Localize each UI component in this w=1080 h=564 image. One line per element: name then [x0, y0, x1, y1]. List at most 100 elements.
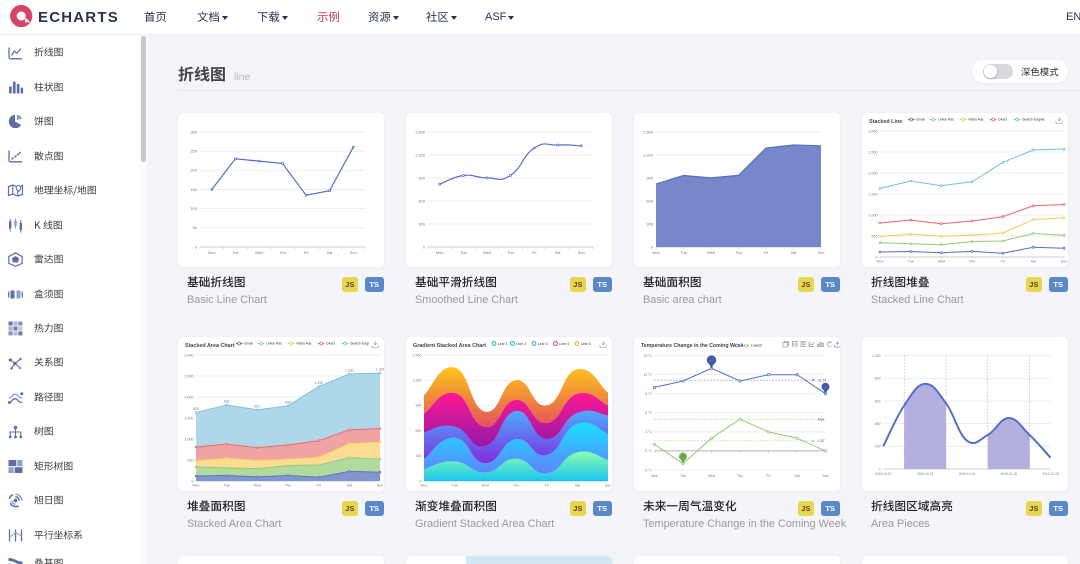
svg-text:1,500: 1,500: [415, 129, 426, 134]
svg-text:Fri: Fri: [304, 250, 309, 255]
svg-text:300: 300: [646, 221, 653, 226]
svg-text:Tue: Tue: [680, 250, 687, 255]
svg-text:Sat: Sat: [347, 484, 352, 488]
svg-text:Tue: Tue: [680, 474, 686, 478]
svg-text:3,000: 3,000: [869, 129, 878, 133]
svg-text:1,000: 1,000: [872, 354, 881, 358]
svg-text:300: 300: [416, 454, 422, 458]
svg-text:Stacked Line: Stacked Line: [869, 119, 902, 125]
svg-text:Sat: Sat: [555, 250, 562, 255]
svg-text:Sun: Sun: [1061, 260, 1067, 264]
svg-text:Union Ads: Union Ads: [266, 342, 282, 346]
svg-text:Fri: Fri: [532, 250, 537, 255]
svg-text:1,200: 1,200: [415, 152, 426, 157]
svg-text:900: 900: [418, 175, 425, 180]
svg-text:9: 9: [824, 384, 827, 389]
svg-text:Direct: Direct: [326, 342, 335, 346]
svg-text:Line 1: Line 1: [498, 342, 508, 346]
svg-text:15 °C: 15 °C: [643, 354, 652, 358]
svg-text:Line 5: Line 5: [581, 342, 591, 346]
svg-text:150: 150: [190, 187, 197, 192]
svg-text:Thu: Thu: [513, 484, 519, 488]
svg-text:50: 50: [193, 225, 198, 230]
svg-text:Thu: Thu: [969, 260, 975, 264]
svg-text:2,500: 2,500: [185, 374, 194, 378]
svg-text:600: 600: [875, 399, 881, 403]
svg-text:Fri: Fri: [545, 484, 549, 488]
svg-text:1,000: 1,000: [869, 213, 878, 217]
svg-text:1,200: 1,200: [413, 379, 422, 383]
svg-text:2019-10-16: 2019-10-16: [1001, 472, 1018, 476]
svg-text:6 °C: 6 °C: [645, 411, 652, 415]
svg-text:Wed: Wed: [255, 250, 263, 255]
svg-text:Thu: Thu: [735, 250, 742, 255]
svg-text:820: 820: [193, 407, 199, 411]
svg-text:200: 200: [190, 168, 197, 173]
svg-text:Thu: Thu: [285, 484, 291, 488]
svg-text:11.14: 11.14: [818, 378, 826, 382]
svg-text:800: 800: [875, 377, 881, 381]
svg-text:1.57: 1.57: [818, 439, 825, 443]
svg-text:200: 200: [875, 445, 881, 449]
svg-text:Union Ads: Union Ads: [938, 118, 954, 122]
svg-text:Tue: Tue: [232, 250, 239, 255]
svg-text:9 °C: 9 °C: [645, 392, 652, 396]
svg-text:Video Ads: Video Ads: [968, 118, 984, 122]
svg-text:Tue: Tue: [908, 260, 914, 264]
svg-text:Fri: Fri: [317, 484, 321, 488]
svg-text:0: 0: [192, 479, 194, 483]
svg-text:500: 500: [872, 234, 878, 238]
svg-text:1,500: 1,500: [185, 416, 194, 420]
svg-text:Mon: Mon: [208, 250, 216, 255]
svg-text:-2: -2: [681, 454, 685, 459]
svg-text:0: 0: [879, 467, 881, 471]
svg-text:Sun: Sun: [818, 250, 825, 255]
svg-text:1,200: 1,200: [643, 152, 654, 157]
svg-text:0 °C: 0 °C: [645, 449, 652, 453]
svg-text:Mon: Mon: [652, 250, 660, 255]
svg-text:Email: Email: [916, 118, 925, 122]
svg-text:2019-10-14: 2019-10-14: [959, 472, 976, 476]
svg-text:1,000: 1,000: [185, 437, 194, 441]
svg-text:Sun: Sun: [350, 250, 357, 255]
svg-text:900: 900: [646, 175, 653, 180]
svg-text:Sat: Sat: [791, 250, 798, 255]
svg-text:400: 400: [875, 422, 881, 426]
svg-text:0: 0: [420, 479, 422, 483]
svg-text:2019-10-10: 2019-10-10: [875, 472, 892, 476]
svg-text:500: 500: [188, 458, 194, 462]
svg-text:1,330: 1,330: [345, 368, 354, 372]
svg-text:901: 901: [254, 404, 260, 408]
svg-text:Wed: Wed: [254, 484, 261, 488]
svg-text:2,000: 2,000: [869, 171, 878, 175]
svg-text:Sun: Sun: [822, 474, 828, 478]
svg-text:1,320: 1,320: [376, 368, 384, 372]
svg-text:Wed: Wed: [938, 260, 945, 264]
svg-text:Stacked Area Chart: Stacked Area Chart: [185, 343, 235, 349]
svg-text:Wed: Wed: [708, 474, 715, 478]
svg-text:Fri: Fri: [1001, 260, 1005, 264]
svg-text:Tue: Tue: [224, 484, 230, 488]
svg-text:2019-10-18: 2019-10-18: [1042, 472, 1059, 476]
svg-text:1,290: 1,290: [314, 381, 323, 385]
svg-text:Sat: Sat: [327, 250, 334, 255]
svg-text:Mon: Mon: [421, 484, 428, 488]
svg-text:Mon: Mon: [651, 474, 658, 478]
svg-text:Max: Max: [818, 418, 825, 422]
svg-text:Tue: Tue: [460, 250, 467, 255]
svg-text:2,000: 2,000: [185, 395, 194, 399]
svg-text:0: 0: [651, 244, 654, 249]
svg-text:Video Ads: Video Ads: [296, 342, 312, 346]
svg-text:Mon: Mon: [877, 260, 884, 264]
svg-text:Thu: Thu: [507, 250, 514, 255]
svg-text:900: 900: [416, 404, 422, 408]
svg-text:Thu: Thu: [279, 250, 286, 255]
svg-text:300: 300: [418, 221, 425, 226]
svg-text:Mon: Mon: [193, 484, 200, 488]
svg-text:Tue: Tue: [452, 484, 458, 488]
svg-text:600: 600: [418, 198, 425, 203]
svg-text:Search Engine: Search Engine: [1022, 118, 1044, 122]
svg-text:Sun: Sun: [578, 250, 585, 255]
svg-text:Gradient Stacked Area Chart: Gradient Stacked Area Chart: [413, 343, 486, 349]
svg-text:Wed: Wed: [707, 250, 715, 255]
